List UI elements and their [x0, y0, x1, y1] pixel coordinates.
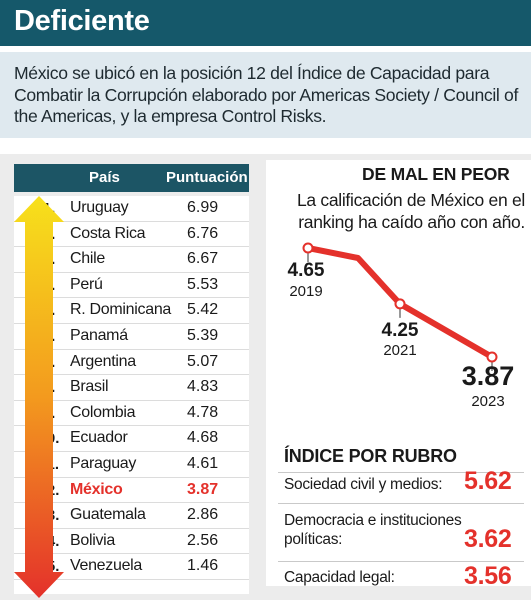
- country-score: 5.39: [187, 327, 219, 344]
- rubro-label: Sociedad civil y medios:: [284, 476, 443, 493]
- country-score: 4.78: [187, 403, 219, 421]
- country-name: Argentina: [70, 352, 136, 370]
- country-name: Brasil: [70, 378, 109, 396]
- country-name: Ecuador: [70, 429, 128, 447]
- column-header-score: Puntuación: [166, 169, 248, 186]
- data-label: 3.87: [462, 361, 515, 391]
- country-score: 2.86: [187, 506, 219, 524]
- data-point: [302, 242, 314, 254]
- country-score: 6.76: [187, 224, 219, 242]
- x-tick-label: 2021: [383, 342, 416, 359]
- country-score: 4.83: [187, 378, 219, 396]
- rubro-title: ÍNDICE POR RUBRO: [284, 446, 457, 466]
- rubro-divider: [278, 472, 524, 473]
- country-score: 1.46: [187, 557, 219, 575]
- country-name: Chile: [70, 250, 105, 268]
- country-name: Perú: [70, 275, 103, 293]
- ranking-table-header: País Puntuación: [14, 164, 249, 192]
- country-score: 4.61: [187, 455, 219, 472]
- column-header-country: País: [89, 169, 120, 186]
- country-name: Guatemala: [70, 506, 146, 524]
- country-name: Venezuela: [70, 557, 143, 575]
- country-name: Panamá: [70, 327, 128, 344]
- rubro-divider: [278, 561, 524, 562]
- country-name: R. Dominicana: [70, 301, 172, 319]
- trend-chart-panel: DE MAL EN PEOR La calificación de México…: [266, 160, 531, 586]
- data-label: 4.65: [288, 260, 325, 281]
- country-name: Bolivia: [70, 531, 116, 549]
- data-label: 4.25: [382, 320, 419, 341]
- country-score: 6.99: [187, 199, 219, 216]
- rubro-divider: [278, 503, 524, 504]
- country-score: 2.56: [187, 531, 219, 549]
- trend-line: [307, 245, 494, 360]
- country-score: 3.87: [187, 480, 219, 498]
- rubro-value: 3.56: [464, 562, 512, 590]
- country-name: Paraguay: [70, 455, 137, 472]
- double-arrow-shape: [14, 196, 64, 598]
- rubro-value: 5.62: [464, 467, 512, 495]
- rubro-value: 3.62: [464, 525, 512, 553]
- country-name: México: [70, 480, 123, 498]
- rubro-label: Democracia e instituciones políticas:: [284, 512, 462, 548]
- ranking-gradient-arrow: [14, 196, 64, 598]
- intro-box: México se ubicó en la posición 12 del Ín…: [0, 52, 531, 138]
- header-bar: Deficiente: [0, 0, 531, 46]
- chart-subtitle: La calificación de México en el ranking …: [296, 190, 525, 232]
- x-tick-label: 2019: [289, 283, 322, 300]
- country-score: 5.53: [187, 275, 219, 293]
- data-point: [486, 351, 498, 363]
- country-score: 4.68: [187, 429, 219, 447]
- x-tick-label: 2023: [471, 393, 504, 410]
- country-score: 5.42: [187, 301, 219, 319]
- country-name: Costa Rica: [70, 224, 146, 242]
- country-name: Uruguay: [70, 199, 129, 216]
- country-name: Colombia: [70, 403, 136, 421]
- country-score: 5.07: [187, 352, 219, 370]
- data-point: [394, 298, 406, 310]
- intro-text: México se ubicó en la posición 12 del Ín…: [14, 63, 518, 126]
- country-score: 6.67: [187, 250, 219, 268]
- rubro-label: Capacidad legal:: [284, 569, 395, 586]
- chart-title: DE MAL EN PEOR: [362, 164, 510, 184]
- page-title: Deficiente: [14, 5, 150, 37]
